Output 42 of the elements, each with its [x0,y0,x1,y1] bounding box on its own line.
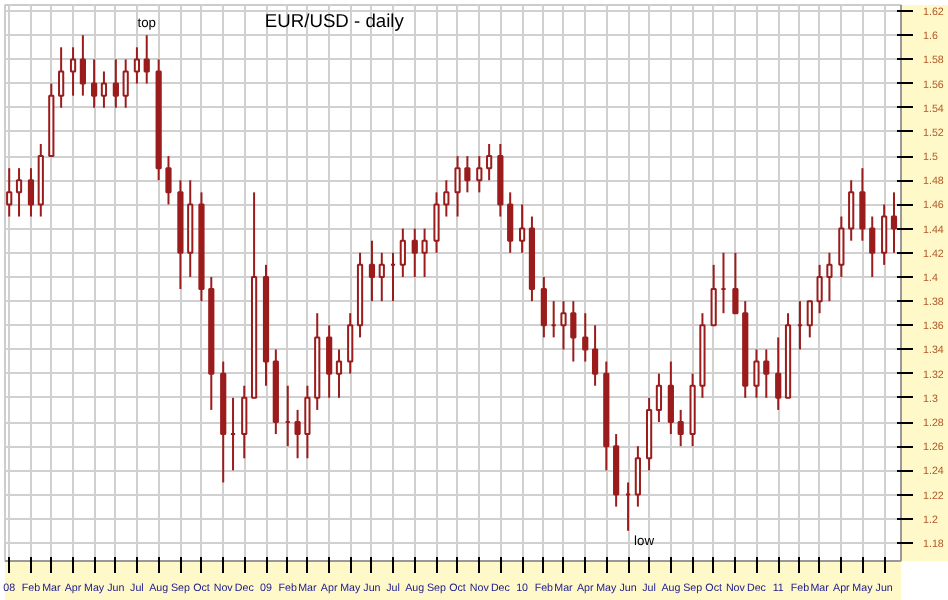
candlestick [816,263,823,315]
candlestick [655,372,663,423]
candlestick [826,251,833,303]
candlestick [399,227,406,278]
candlestick [347,312,354,375]
candlestick [582,312,589,363]
candlestick [476,155,483,194]
candlestick [165,155,172,206]
candlestick [806,300,813,339]
candlestick [6,167,13,218]
candlestick [133,46,141,85]
candlestick [79,34,86,97]
candlestick [368,239,376,303]
candlestick [710,263,717,327]
candlestick [91,58,98,109]
candlestick [540,275,547,339]
candlestick [732,251,739,315]
candlestick [634,445,641,508]
candlestick [775,336,782,411]
candlestick [378,251,385,303]
candlestick [519,203,526,254]
candlestick [486,143,493,182]
candlestick [507,191,514,254]
candlestick [838,215,845,278]
candlestick [241,384,248,460]
candlestick [15,167,23,218]
candlestick [848,179,855,242]
candlestick [112,58,119,109]
candlestick [591,324,599,387]
candlestick [58,46,65,109]
candlestick [100,70,108,109]
candlestick [667,360,674,436]
candlestick [27,167,35,218]
candlestick [677,408,684,448]
candlestick [143,34,150,85]
candlestick [122,58,129,109]
candlestick [326,324,333,399]
candlestick [881,203,888,266]
candlestick [335,348,343,399]
chart-title: EUR/USD - daily [264,11,405,31]
candlestick [69,46,77,97]
candlestick [890,191,898,254]
